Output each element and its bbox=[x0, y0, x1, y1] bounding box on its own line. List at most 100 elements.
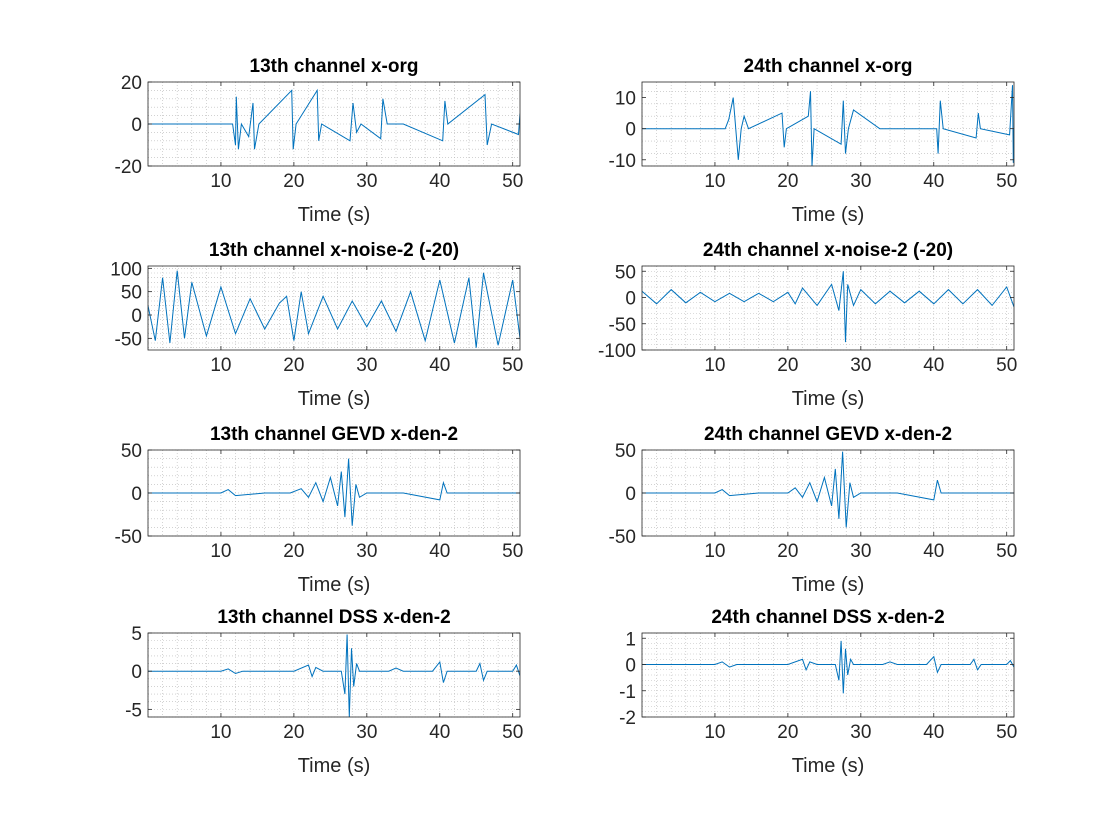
x-tick-label: 20 bbox=[777, 355, 798, 376]
subplot-title: 13th channel x-noise-2 (-20) bbox=[209, 240, 459, 261]
x-axis-label: Time (s) bbox=[298, 204, 371, 226]
x-tick-label: 40 bbox=[923, 355, 944, 376]
axes-box bbox=[147, 265, 521, 351]
y-tick-label: 0 bbox=[625, 656, 636, 677]
subplot-2: 10 20 30 40 50 -10 0 10 24th channel x-org Time (… bbox=[609, 56, 1018, 226]
series-line bbox=[148, 458, 520, 526]
x-tick-label: 50 bbox=[502, 171, 523, 192]
y-tick-label: -50 bbox=[609, 527, 636, 548]
series-line bbox=[642, 85, 1014, 166]
subplot-4: 10 20 30 40 50 -100 -50 0 50 24th channel x-noise… bbox=[598, 240, 1017, 410]
y-tick-label: -2 bbox=[619, 708, 636, 729]
subplot-title: 24th channel DSS x-den-2 bbox=[711, 607, 944, 628]
x-tick-label: 40 bbox=[923, 722, 944, 743]
y-tick-label: -50 bbox=[115, 527, 142, 548]
x-tick-label: 50 bbox=[502, 541, 523, 562]
series-line bbox=[148, 270, 520, 348]
grid bbox=[641, 632, 1014, 718]
x-tick-label: 50 bbox=[502, 722, 523, 743]
x-tick-label: 20 bbox=[777, 171, 798, 192]
subplot-title: 13th channel GEVD x-den-2 bbox=[210, 424, 458, 445]
series-line bbox=[642, 451, 1014, 528]
x-tick-label: 20 bbox=[283, 355, 304, 376]
x-tick-label: 30 bbox=[850, 171, 871, 192]
x-axis-label: Time (s) bbox=[298, 755, 371, 777]
x-tick-label: 50 bbox=[996, 541, 1017, 562]
x-tick-label: 20 bbox=[777, 541, 798, 562]
x-tick-label: 30 bbox=[356, 722, 377, 743]
y-tick-label: 50 bbox=[121, 283, 142, 304]
x-tick-label: 40 bbox=[429, 541, 450, 562]
axes-box bbox=[641, 81, 1015, 167]
subplot-title: 24th channel GEVD x-den-2 bbox=[704, 424, 952, 445]
y-tick-label: -5 bbox=[125, 700, 142, 721]
x-tick-label: 50 bbox=[502, 355, 523, 376]
x-axis-label: Time (s) bbox=[792, 755, 865, 777]
x-tick-label: 10 bbox=[704, 171, 725, 192]
x-tick-label: 10 bbox=[210, 722, 231, 743]
subplot-5: 10 20 30 40 50 -50 0 50 13th channel GEVD x-den-… bbox=[115, 424, 524, 596]
x-tick-label: 40 bbox=[923, 541, 944, 562]
y-tick-label: -20 bbox=[115, 157, 142, 178]
subplot-title: 24th channel x-noise-2 (-20) bbox=[703, 240, 953, 261]
series-line bbox=[642, 640, 1014, 694]
y-tick-label: -100 bbox=[598, 341, 636, 362]
x-tick-label: 20 bbox=[283, 541, 304, 562]
subplot-8: 10 20 30 40 50 -2 -1 0 1 24th channel DSS x-den-2… bbox=[619, 607, 1017, 777]
x-axis-label: Time (s) bbox=[792, 388, 865, 410]
x-tick-label: 40 bbox=[429, 355, 450, 376]
y-tick-label: 0 bbox=[131, 662, 142, 683]
axes-box bbox=[147, 632, 521, 718]
y-tick-label: -10 bbox=[609, 151, 636, 172]
x-tick-label: 40 bbox=[429, 171, 450, 192]
x-tick-label: 20 bbox=[283, 722, 304, 743]
x-tick-label: 10 bbox=[704, 541, 725, 562]
y-tick-label: 10 bbox=[615, 89, 636, 110]
subplot-1: 10 20 30 40 50 -20 0 20 13th channel x-org Time (… bbox=[115, 56, 524, 226]
x-tick-label: 50 bbox=[996, 171, 1017, 192]
series-line bbox=[148, 634, 520, 717]
subplot-6: 10 20 30 40 50 -50 0 50 24th channel GEVD x-den-… bbox=[609, 424, 1018, 596]
plot-area bbox=[642, 82, 1014, 166]
x-axis-label: Time (s) bbox=[298, 388, 371, 410]
plot-area bbox=[148, 633, 520, 717]
series-line bbox=[642, 271, 1014, 343]
y-tick-label: 100 bbox=[110, 259, 142, 280]
x-tick-label: 10 bbox=[210, 171, 231, 192]
y-tick-label: 0 bbox=[131, 306, 142, 327]
y-tick-label: 50 bbox=[615, 262, 636, 283]
x-tick-label: 40 bbox=[923, 171, 944, 192]
x-tick-label: 30 bbox=[356, 171, 377, 192]
x-tick-label: 30 bbox=[850, 722, 871, 743]
y-tick-label: -1 bbox=[619, 682, 636, 703]
x-tick-label: 30 bbox=[356, 355, 377, 376]
y-tick-label: 0 bbox=[625, 289, 636, 310]
y-tick-label: 1 bbox=[625, 629, 636, 650]
x-tick-label: 20 bbox=[777, 722, 798, 743]
y-tick-label: 0 bbox=[625, 484, 636, 505]
y-tick-label: 50 bbox=[615, 441, 636, 462]
x-tick-label: 30 bbox=[850, 355, 871, 376]
subplot-title: 13th channel DSS x-den-2 bbox=[217, 607, 450, 628]
x-tick-label: 10 bbox=[704, 722, 725, 743]
x-axis-label: Time (s) bbox=[298, 574, 371, 596]
x-tick-label: 30 bbox=[850, 541, 871, 562]
x-axis-label: Time (s) bbox=[792, 204, 865, 226]
axes-box bbox=[641, 632, 1015, 718]
y-tick-label: 50 bbox=[121, 441, 142, 462]
x-tick-label: 10 bbox=[210, 541, 231, 562]
x-tick-label: 50 bbox=[996, 722, 1017, 743]
y-tick-label: -50 bbox=[115, 329, 142, 350]
subplot-title: 24th channel x-org bbox=[744, 56, 913, 77]
subplot-7: 10 20 30 40 50 -5 0 5 13th channel DSS x-den-2 Ti… bbox=[125, 607, 523, 777]
y-tick-label: 20 bbox=[121, 73, 142, 94]
x-tick-label: 10 bbox=[210, 355, 231, 376]
axes-box bbox=[641, 265, 1015, 351]
y-tick-label: -50 bbox=[609, 315, 636, 336]
x-tick-label: 50 bbox=[996, 355, 1017, 376]
x-tick-label: 30 bbox=[356, 541, 377, 562]
y-tick-label: 0 bbox=[131, 115, 142, 136]
x-axis-label: Time (s) bbox=[792, 574, 865, 596]
